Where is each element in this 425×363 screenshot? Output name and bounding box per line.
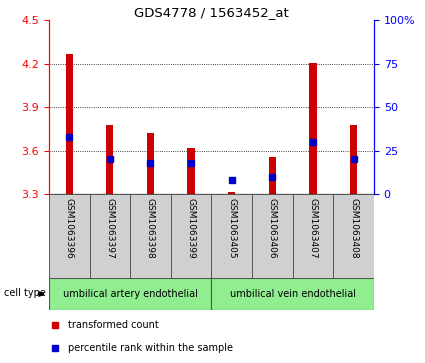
Text: GSM1063405: GSM1063405 xyxy=(227,198,236,259)
Bar xyxy=(49,194,90,278)
Bar xyxy=(333,194,374,278)
Bar xyxy=(269,157,276,194)
Text: GSM1063408: GSM1063408 xyxy=(349,198,358,259)
Text: GSM1063396: GSM1063396 xyxy=(65,198,74,259)
Bar xyxy=(211,194,252,278)
Bar xyxy=(65,54,73,194)
Bar xyxy=(211,278,374,310)
Text: GSM1063407: GSM1063407 xyxy=(309,198,317,259)
Bar xyxy=(252,194,293,278)
Bar xyxy=(147,133,154,194)
Text: percentile rank within the sample: percentile rank within the sample xyxy=(68,343,233,353)
Text: GSM1063397: GSM1063397 xyxy=(105,198,114,259)
Bar xyxy=(309,63,317,194)
Bar xyxy=(90,194,130,278)
Bar xyxy=(350,125,357,194)
Bar xyxy=(49,278,211,310)
Bar xyxy=(187,148,195,194)
Text: umbilical artery endothelial: umbilical artery endothelial xyxy=(63,289,198,299)
Text: GSM1063398: GSM1063398 xyxy=(146,198,155,259)
Bar xyxy=(228,192,235,194)
Bar xyxy=(106,125,113,194)
Bar xyxy=(130,194,171,278)
Title: GDS4778 / 1563452_at: GDS4778 / 1563452_at xyxy=(134,6,289,19)
Text: cell type: cell type xyxy=(4,288,46,298)
Text: GSM1063399: GSM1063399 xyxy=(187,198,196,259)
Text: transformed count: transformed count xyxy=(68,320,159,330)
Text: umbilical vein endothelial: umbilical vein endothelial xyxy=(230,289,356,299)
Bar xyxy=(171,194,211,278)
Bar xyxy=(293,194,333,278)
Text: GSM1063406: GSM1063406 xyxy=(268,198,277,259)
